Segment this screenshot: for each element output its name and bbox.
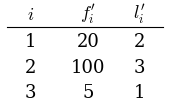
Text: $i$: $i$: [27, 6, 34, 24]
Text: 5: 5: [83, 84, 94, 102]
Text: 2: 2: [134, 33, 145, 51]
Text: $l_i'$: $l_i'$: [133, 3, 146, 26]
Text: 3: 3: [134, 59, 145, 77]
Text: $f_i'$: $f_i'$: [80, 3, 96, 26]
Text: 1: 1: [134, 84, 145, 102]
Text: 20: 20: [77, 33, 100, 51]
Text: 2: 2: [25, 59, 36, 77]
Text: 100: 100: [71, 59, 106, 77]
Text: 3: 3: [25, 84, 36, 102]
Text: 1: 1: [25, 33, 36, 51]
